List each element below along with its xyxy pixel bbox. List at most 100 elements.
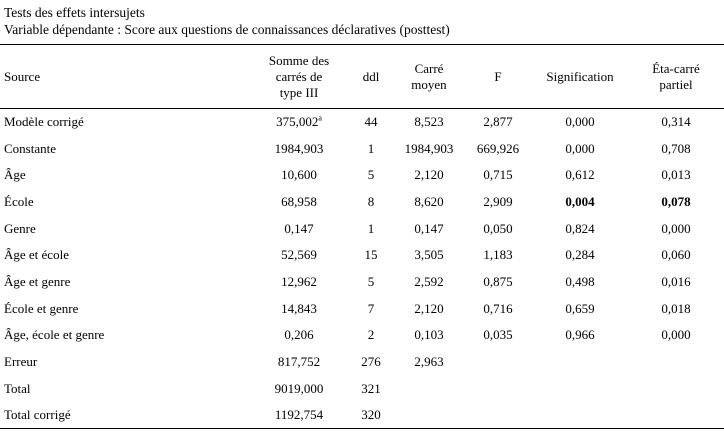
row-mean-square: 2,120 <box>414 300 444 316</box>
row-significance: 0,498 <box>565 273 595 289</box>
header-mean-square: Carré moyen <box>394 45 464 109</box>
row-sum-of-squares: 52,569 <box>250 242 348 269</box>
row-significance: 0,000 <box>565 140 595 156</box>
row-mean-square: 1984,903 <box>404 140 454 156</box>
row-source: Âge <box>4 167 26 183</box>
row-eta-squared: 0,314 <box>661 114 691 130</box>
row-source: Total <box>4 380 31 396</box>
header-significance: Signification <box>546 68 614 84</box>
row-mean-square: 8,620 <box>414 193 444 209</box>
ss-value: 9019,000 <box>274 380 324 396</box>
table-row: Âge 10,600 5 2,120 0,715 0,612 0,013 <box>0 162 724 189</box>
row-eta-squared: 0,060 <box>661 247 691 263</box>
row-f: 0,715 <box>483 167 513 183</box>
table-row: École et genre 14,843 7 2,120 0,716 0,659 0,01… <box>0 295 724 322</box>
row-sum-of-squares: 0,206 <box>250 322 348 349</box>
ss-value: 68,958 <box>281 193 317 209</box>
row-ddl: 44 <box>364 114 378 130</box>
row-significance <box>532 402 628 429</box>
row-mean-square: 8,523 <box>414 114 444 130</box>
header-ss-line1: Somme des <box>268 52 330 68</box>
row-eta-squared: 0,016 <box>661 273 691 289</box>
row-source: Âge et école <box>4 247 69 263</box>
row-significance <box>532 349 628 376</box>
header-sum-of-squares: Somme des carrés de type III <box>250 45 348 109</box>
row-ddl: 1 <box>367 140 375 156</box>
ss-value: 817,752 <box>277 354 321 370</box>
ss-value: 1984,903 <box>274 140 324 156</box>
row-eta-squared: 0,078 <box>661 193 691 209</box>
row-significance: 0,000 <box>565 114 595 130</box>
row-significance: 0,659 <box>565 300 595 316</box>
row-mean-square <box>394 402 464 429</box>
header-eta-line2: partiel <box>659 76 693 92</box>
row-f <box>464 402 532 429</box>
table-row: Modèle corrigé 375,002a 44 8,523 2,877 0,000 0… <box>0 109 724 136</box>
table-row: Âge, école et genre 0,206 2 0,103 0,035 0,966… <box>0 322 724 349</box>
row-sum-of-squares: 375,002a <box>250 109 348 136</box>
row-mean-square: 3,505 <box>414 247 444 263</box>
header-row: Source Somme des carrés de type III ddl … <box>0 44 724 109</box>
row-sum-of-squares: 10,600 <box>250 162 348 189</box>
header-ss-line3: type III <box>279 84 319 100</box>
table-row: Total 9019,000 321 <box>0 375 724 402</box>
header-ms-line2: moyen <box>411 76 447 92</box>
row-significance: 0,284 <box>565 247 595 263</box>
row-mean-square: 0,103 <box>414 327 444 343</box>
row-eta-squared: 0,708 <box>661 140 691 156</box>
row-sum-of-squares: 9019,000 <box>250 375 348 402</box>
row-ddl: 5 <box>367 273 375 289</box>
row-sum-of-squares: 14,843 <box>250 295 348 322</box>
row-mean-square <box>394 375 464 402</box>
row-sum-of-squares: 68,958 <box>250 189 348 216</box>
table-caption: Tests des effets intersujets Variable dé… <box>4 4 450 38</box>
ss-value: 10,600 <box>281 167 317 183</box>
row-source: Constante <box>4 140 56 156</box>
row-ddl: 5 <box>367 167 375 183</box>
header-ss-line2: carrés de <box>275 68 323 84</box>
row-f <box>464 375 532 402</box>
row-eta-squared: 0,000 <box>661 327 691 343</box>
row-ddl: 320 <box>361 407 381 423</box>
row-significance: 0,004 <box>565 193 595 209</box>
row-source: École <box>4 193 34 209</box>
row-mean-square: 2,592 <box>414 273 444 289</box>
row-eta-squared <box>628 349 724 376</box>
row-ddl: 1 <box>367 220 375 236</box>
row-ddl: 15 <box>364 247 378 263</box>
row-ddl: 7 <box>367 300 375 316</box>
row-sum-of-squares: 1192,754 <box>250 402 348 429</box>
row-ddl: 276 <box>361 354 381 370</box>
row-significance: 0,824 <box>565 220 595 236</box>
row-f: 669,926 <box>476 140 520 156</box>
ss-value: 0,147 <box>284 220 314 236</box>
ss-value: 52,569 <box>281 247 317 263</box>
header-f: F <box>494 68 502 84</box>
ss-value: 14,843 <box>281 300 317 316</box>
header-ms-line1: Carré <box>414 60 444 76</box>
header-eta-squared: Éta-carré partiel <box>628 45 724 109</box>
row-source: Genre <box>4 220 36 236</box>
table-row: Total corrigé 1192,754 320 <box>0 402 724 429</box>
row-source: Âge et genre <box>4 273 71 289</box>
ss-value: 1192,754 <box>274 407 324 423</box>
row-sum-of-squares: 12,962 <box>250 269 348 296</box>
row-f: 0,875 <box>483 273 513 289</box>
table-row: Âge et genre 12,962 5 2,592 0,875 0,498 0,016 <box>0 269 724 296</box>
row-source: Modèle corrigé <box>4 114 84 130</box>
row-f <box>464 349 532 376</box>
row-source: Total corrigé <box>4 407 71 423</box>
row-ddl: 2 <box>367 327 375 343</box>
row-sum-of-squares: 817,752 <box>250 349 348 376</box>
table-row: Constante 1984,903 1 1984,903 669,926 0,000 0,… <box>0 135 724 162</box>
row-eta-squared <box>628 402 724 429</box>
table-title: Tests des effets intersujets <box>4 5 145 20</box>
row-eta-squared <box>628 375 724 402</box>
row-source: École et genre <box>4 300 79 316</box>
row-significance: 0,612 <box>565 167 595 183</box>
row-mean-square: 0,147 <box>414 220 444 236</box>
row-f: 2,909 <box>483 193 513 209</box>
dependent-variable-label: Variable dépendante : Score aux question… <box>4 22 450 37</box>
row-significance: 0,966 <box>565 327 595 343</box>
table-row: École 68,958 8 8,620 2,909 0,004 0,078 <box>0 189 724 216</box>
